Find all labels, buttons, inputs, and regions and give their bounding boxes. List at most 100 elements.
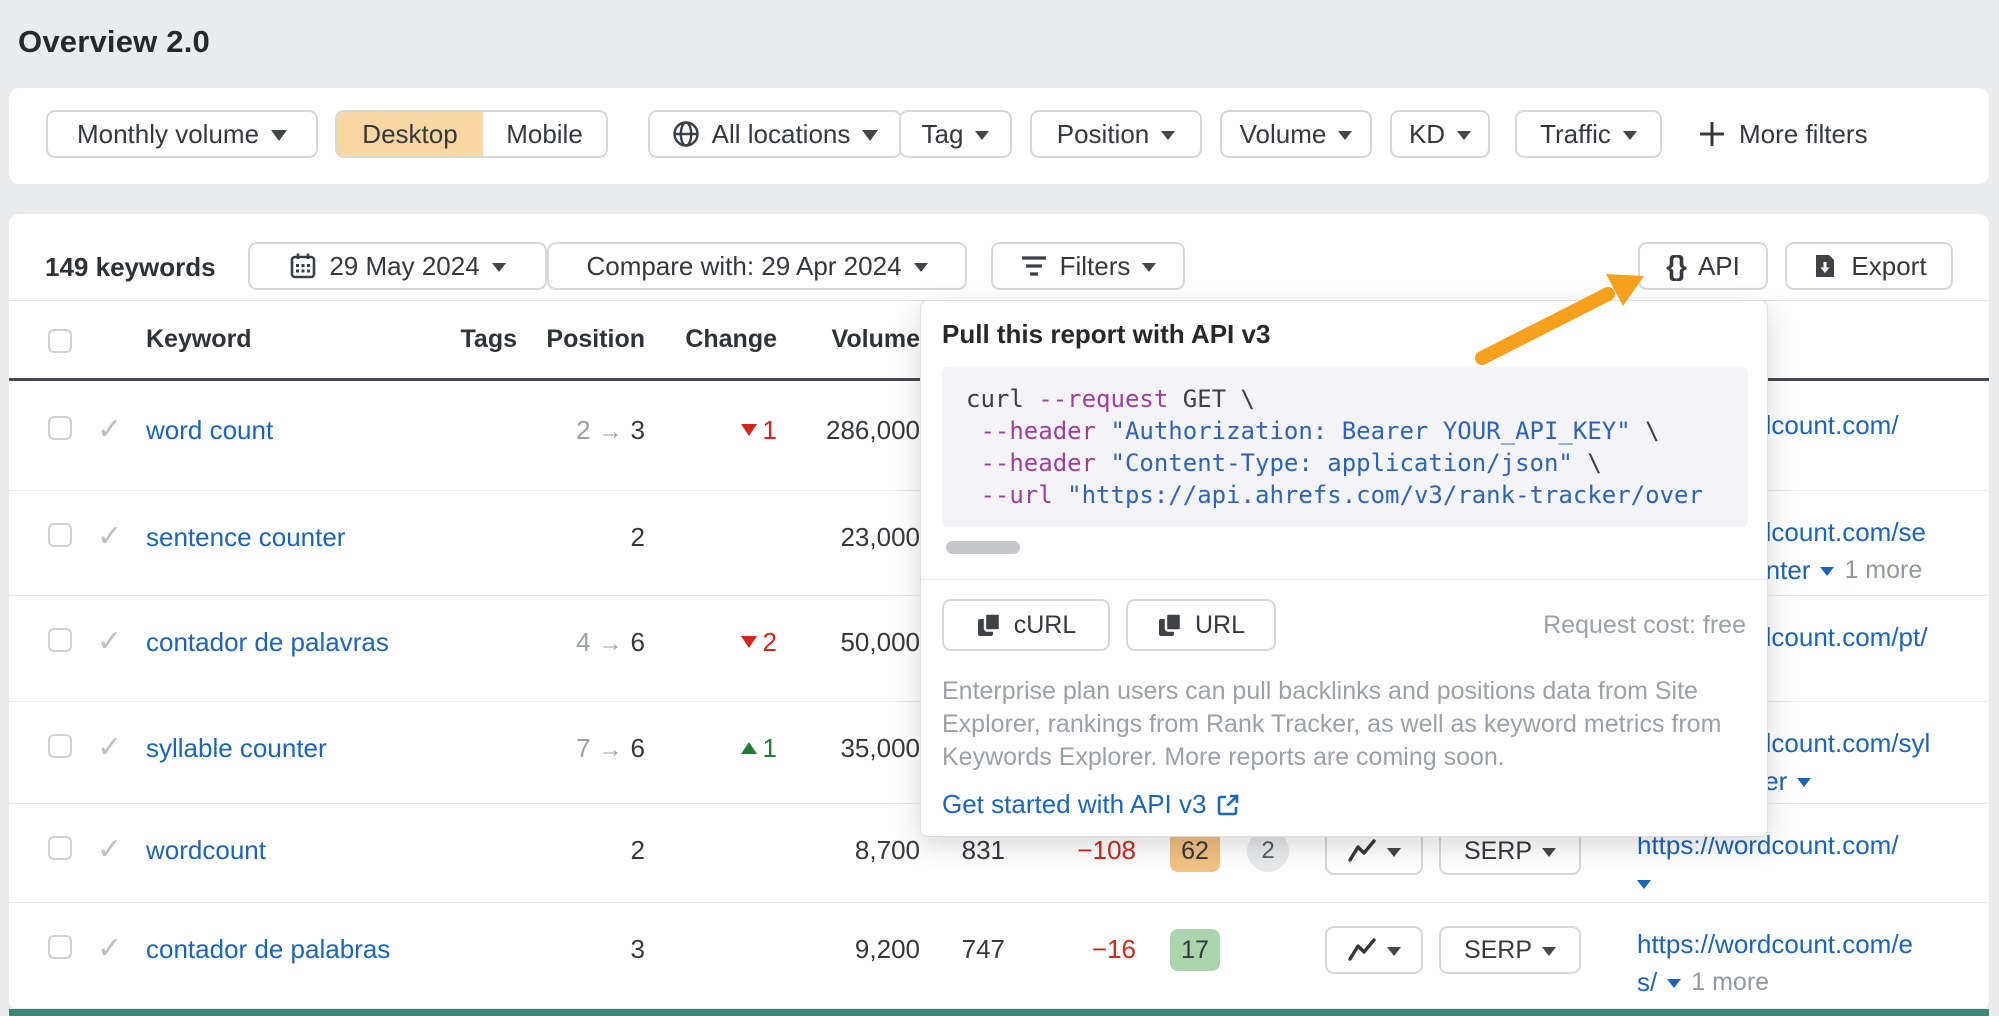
export-download-icon bbox=[1816, 255, 1835, 277]
header-change[interactable]: Change bbox=[685, 325, 777, 353]
kd-badge: 17 bbox=[1170, 929, 1220, 971]
keywords-panel: 149 keywords 29 May 2024 Compare with: 2… bbox=[9, 214, 1989, 1010]
chevron-down-icon[interactable] bbox=[1820, 567, 1835, 576]
line-chart-icon bbox=[1348, 839, 1376, 862]
position-old: 2 bbox=[576, 415, 591, 445]
header-position[interactable]: Position bbox=[546, 325, 645, 353]
filters-dropdown[interactable]: Filters bbox=[991, 242, 1185, 290]
export-button[interactable]: Export bbox=[1785, 242, 1953, 290]
url-link[interactable]: https://wordcount.com/e s/1 more bbox=[1637, 925, 1977, 1001]
compare-dropdown[interactable]: Compare with: 29 Apr 2024 bbox=[547, 242, 967, 290]
position-arrow: → bbox=[598, 736, 623, 763]
keyword-link[interactable]: syllable counter bbox=[146, 733, 327, 763]
more-filters-button[interactable]: More filters bbox=[1699, 110, 1868, 158]
position-arrow: → bbox=[598, 418, 623, 445]
position-filter[interactable]: Position bbox=[1030, 110, 1202, 158]
serp-features-badge: 2 bbox=[1247, 830, 1289, 872]
date-dropdown[interactable]: 29 May 2024 bbox=[248, 242, 547, 290]
copy-url-button[interactable]: URL bbox=[1126, 599, 1276, 651]
chevron-down-icon[interactable] bbox=[1637, 880, 1651, 889]
url-link[interactable]: https://wordcount.com/ bbox=[1637, 826, 1977, 902]
code-token bbox=[1096, 417, 1110, 445]
location-dropdown[interactable]: All locations bbox=[648, 110, 902, 158]
change-value: 2 bbox=[762, 627, 777, 657]
tracked-check-icon: ✓ bbox=[97, 833, 123, 866]
traffic-filter-label: Traffic bbox=[1540, 118, 1611, 149]
volume-filter[interactable]: Volume bbox=[1220, 110, 1372, 158]
more-urls-label[interactable]: 1 more bbox=[1844, 556, 1923, 584]
code-token: --header bbox=[980, 417, 1097, 445]
change-cell: 1 bbox=[740, 408, 777, 452]
position-history-chart-button[interactable] bbox=[1325, 926, 1423, 974]
chevron-down-icon[interactable] bbox=[1667, 979, 1682, 988]
code-scrollbar[interactable] bbox=[946, 541, 1020, 554]
tag-filter-label: Tag bbox=[921, 118, 964, 149]
code-token: "https://api.ahrefs.com/v3/rank-tracker/… bbox=[1067, 481, 1703, 509]
tracked-check-icon: ✓ bbox=[97, 520, 123, 553]
code-token: "Content-Type: application/json" bbox=[1110, 449, 1573, 477]
row-checkbox[interactable] bbox=[48, 734, 72, 758]
code-token bbox=[1053, 481, 1067, 509]
volume-cell: 286,000 bbox=[826, 415, 920, 445]
position-new: 3 bbox=[630, 934, 645, 964]
code-token: --url bbox=[980, 481, 1053, 509]
row-checkbox[interactable] bbox=[48, 628, 72, 652]
kd-filter[interactable]: KD bbox=[1390, 110, 1490, 158]
filters-label: Filters bbox=[1059, 250, 1131, 281]
keywords-count: 149 keywords bbox=[45, 252, 216, 282]
change-cell: 1 bbox=[740, 726, 777, 770]
keyword-link[interactable]: wordcount bbox=[146, 835, 266, 865]
row-checkbox[interactable] bbox=[48, 416, 72, 440]
filter-funnel-icon bbox=[1021, 256, 1046, 276]
volume-cell: 50,000 bbox=[840, 627, 920, 657]
header-volume[interactable]: Volume bbox=[831, 325, 920, 353]
copy-curl-button[interactable]: cURL bbox=[942, 599, 1110, 651]
braces-icon: {} bbox=[1666, 250, 1687, 281]
copy-icon bbox=[1158, 612, 1183, 636]
row-checkbox[interactable] bbox=[48, 935, 72, 959]
serp-dropdown[interactable]: SERP bbox=[1439, 926, 1581, 974]
code-token bbox=[966, 481, 980, 509]
chevron-down-icon bbox=[862, 130, 879, 141]
chevron-down-icon bbox=[913, 263, 928, 272]
code-token: GET \ bbox=[1168, 385, 1255, 413]
api-button-label: API bbox=[1697, 250, 1740, 281]
traffic-filter[interactable]: Traffic bbox=[1515, 110, 1662, 158]
url-text: https://wordcount.com/e bbox=[1637, 929, 1914, 959]
more-filters-label: More filters bbox=[1739, 118, 1868, 149]
chevron-down-icon bbox=[1338, 131, 1353, 140]
keyword-link[interactable]: sentence counter bbox=[146, 522, 346, 552]
tracked-check-icon: ✓ bbox=[97, 625, 123, 658]
chevron-down-icon[interactable] bbox=[1797, 778, 1812, 787]
volume-cell: 35,000 bbox=[840, 733, 920, 763]
device-mobile-option[interactable]: Mobile bbox=[483, 112, 606, 156]
device-toggle: Desktop Mobile bbox=[335, 110, 608, 158]
keyword-link[interactable]: word count bbox=[146, 415, 274, 445]
position-new: 3 bbox=[630, 415, 645, 445]
tracked-check-icon: ✓ bbox=[97, 932, 123, 965]
code-token: "Authorization: Bearer YOUR_API_KEY" bbox=[1110, 417, 1631, 445]
metric-dropdown[interactable]: Monthly volume bbox=[46, 110, 318, 158]
code-token bbox=[966, 449, 980, 477]
tracked-check-icon: ✓ bbox=[97, 731, 123, 764]
keyword-link[interactable]: contador de palabras bbox=[146, 934, 391, 964]
volume-cell: 8,700 bbox=[854, 835, 920, 865]
row-checkbox[interactable] bbox=[48, 523, 72, 547]
position-old: 7 bbox=[576, 733, 591, 763]
select-all-checkbox[interactable] bbox=[48, 329, 72, 353]
keyword-link[interactable]: contador de palavras bbox=[146, 627, 389, 657]
row-checkbox[interactable] bbox=[48, 836, 72, 860]
device-mobile-label: Mobile bbox=[506, 118, 583, 149]
position-new: 6 bbox=[630, 627, 645, 657]
chevron-down-icon bbox=[1387, 947, 1401, 956]
tag-filter[interactable]: Tag bbox=[899, 110, 1012, 158]
chevron-down-icon bbox=[1457, 131, 1472, 140]
date-label: 29 May 2024 bbox=[329, 250, 480, 281]
device-desktop-option[interactable]: Desktop bbox=[337, 112, 483, 156]
more-urls-label[interactable]: 1 more bbox=[1691, 968, 1770, 996]
api-button[interactable]: {} API bbox=[1638, 242, 1768, 290]
api-docs-link[interactable]: Get started with API v3 bbox=[942, 789, 1240, 820]
header-tags[interactable]: Tags bbox=[460, 325, 518, 353]
header-keyword[interactable]: Keyword bbox=[146, 325, 252, 353]
popover-divider bbox=[921, 579, 1767, 580]
